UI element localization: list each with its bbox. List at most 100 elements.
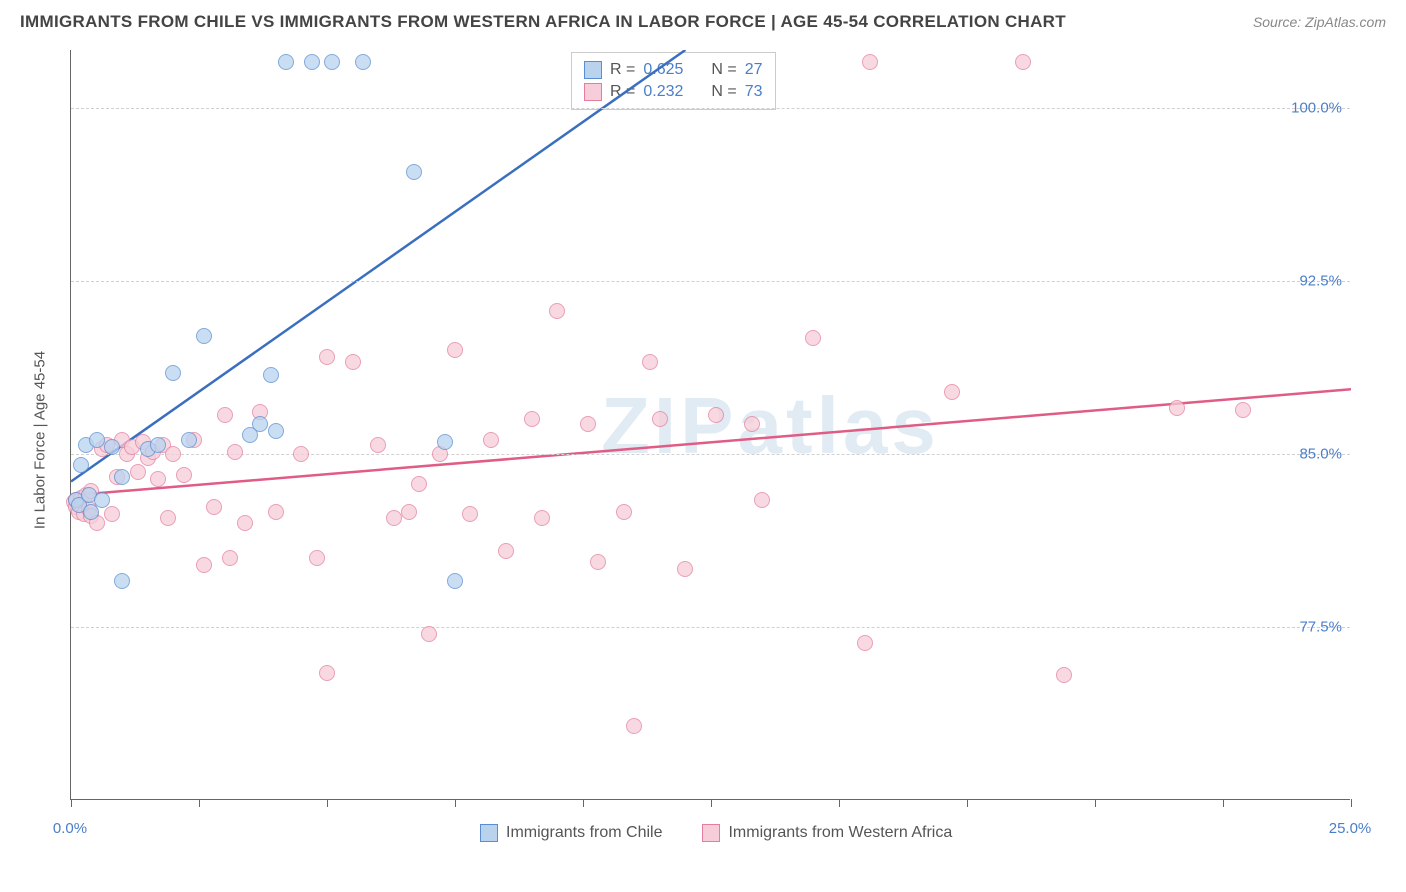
x-tick [327,799,328,807]
data-point [217,407,233,423]
legend-label-wafrica: Immigrants from Western Africa [728,824,952,842]
x-tick [967,799,968,807]
legend-swatch-wafrica [584,83,602,101]
r-label: R = [610,83,635,101]
data-point [114,469,130,485]
r-value-chile: 0.625 [643,61,683,79]
data-point [549,303,565,319]
data-point [744,416,760,432]
data-point [278,54,294,70]
data-point [483,432,499,448]
r-value-wafrica: 0.232 [643,83,683,101]
x-tick [71,799,72,807]
y-tick-label: 100.0% [1291,99,1342,116]
data-point [370,437,386,453]
data-point [447,342,463,358]
gridline [71,627,1350,628]
data-point [447,573,463,589]
n-value-wafrica: 73 [745,83,763,101]
data-point [677,561,693,577]
data-point [616,504,632,520]
data-point [498,543,514,559]
source-attribution: Source: ZipAtlas.com [1253,14,1386,30]
data-point [104,439,120,455]
data-point [222,550,238,566]
data-point [708,407,724,423]
data-point [181,432,197,448]
data-point [165,446,181,462]
data-point [944,384,960,400]
legend-item-wafrica: Immigrants from Western Africa [702,824,952,842]
x-tick-label: 0.0% [53,820,87,837]
data-point [652,411,668,427]
data-point [252,416,268,432]
legend-swatch-chile-icon [480,824,498,842]
data-point [642,354,658,370]
x-tick [839,799,840,807]
n-value-chile: 27 [745,61,763,79]
data-point [196,557,212,573]
data-point [754,492,770,508]
chart-title: IMMIGRANTS FROM CHILE VS IMMIGRANTS FROM… [20,12,1066,32]
data-point [421,626,437,642]
data-point [206,499,222,515]
correlation-legend: R = 0.625 N = 27 R = 0.232 N = 73 [571,52,776,110]
legend-row-chile: R = 0.625 N = 27 [584,59,763,81]
data-point [524,411,540,427]
data-point [1235,402,1251,418]
data-point [862,54,878,70]
legend-swatch-chile [584,61,602,79]
legend-row-wafrica: R = 0.232 N = 73 [584,81,763,103]
data-point [345,354,361,370]
data-point [176,467,192,483]
legend-swatch-wafrica-icon [702,824,720,842]
x-tick [583,799,584,807]
data-point [319,665,335,681]
data-point [626,718,642,734]
bottom-legend: Immigrants from Chile Immigrants from We… [480,824,952,842]
data-point [411,476,427,492]
chart-container: In Labor Force | Age 45-54 ZIPatlas R = … [50,50,1360,830]
data-point [324,54,340,70]
data-point [150,471,166,487]
data-point [130,464,146,480]
x-tick [711,799,712,807]
data-point [73,457,89,473]
data-point [104,506,120,522]
data-point [1015,54,1031,70]
data-point [263,367,279,383]
data-point [150,437,166,453]
watermark: ZIPatlas [601,380,940,472]
data-point [89,432,105,448]
data-point [857,635,873,651]
data-point [293,446,309,462]
data-point [114,573,130,589]
data-point [580,416,596,432]
data-point [406,164,422,180]
gridline [71,281,1350,282]
data-point [534,510,550,526]
data-point [401,504,417,520]
data-point [165,365,181,381]
data-point [590,554,606,570]
data-point [462,506,478,522]
data-point [237,515,253,531]
n-label: N = [711,83,736,101]
data-point [304,54,320,70]
x-tick-label: 25.0% [1329,820,1372,837]
data-point [268,504,284,520]
data-point [319,349,335,365]
y-tick-label: 77.5% [1299,618,1342,635]
data-point [94,492,110,508]
x-tick [455,799,456,807]
x-tick [1095,799,1096,807]
data-point [1056,667,1072,683]
data-point [309,550,325,566]
data-point [805,330,821,346]
gridline [71,454,1350,455]
x-tick [1351,799,1352,807]
legend-label-chile: Immigrants from Chile [506,824,662,842]
gridline [71,108,1350,109]
data-point [196,328,212,344]
n-label: N = [711,61,736,79]
